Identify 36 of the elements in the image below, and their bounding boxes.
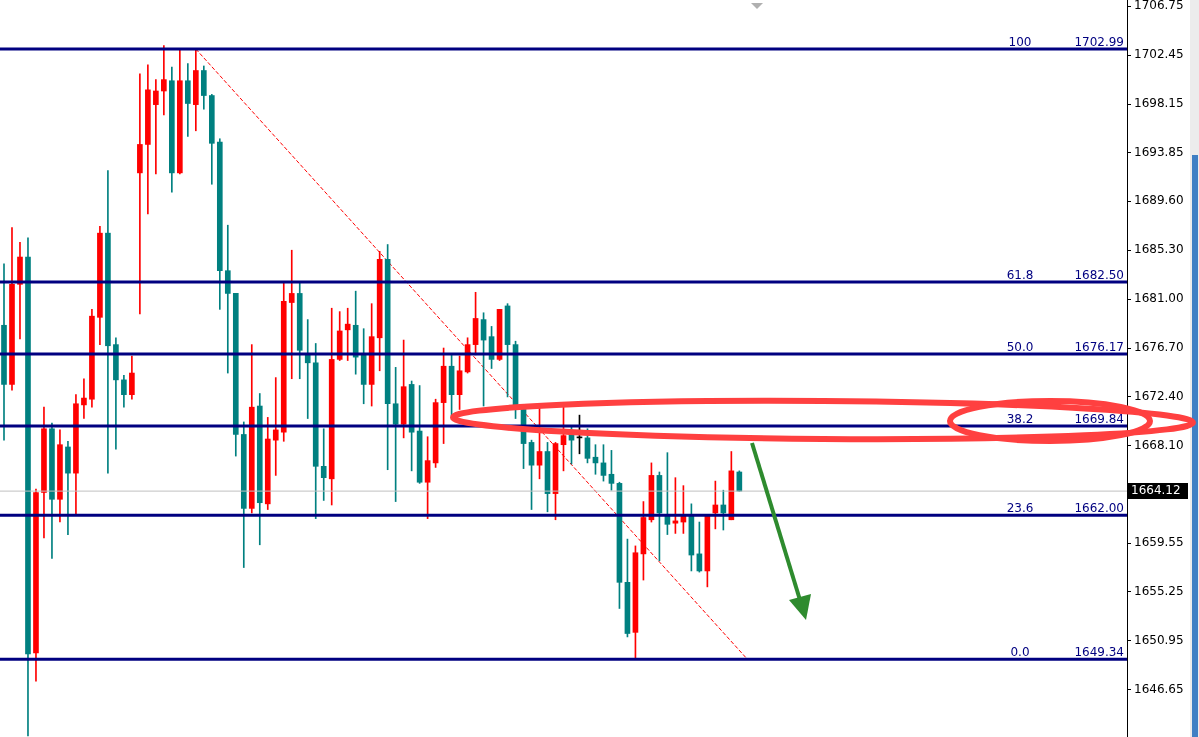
y-tick-label: 1655.25 [1134, 584, 1184, 599]
candlestick [224, 224, 231, 374]
y-tick-label: 1650.95 [1134, 633, 1184, 648]
ref-line-label: 1682.50 [1074, 268, 1124, 283]
y-tick-label: 1706.75 [1134, 0, 1184, 13]
ref-line-label: 1664.12 [1131, 483, 1181, 498]
ref-line-label: 1662.00 [1074, 501, 1124, 516]
ref-line-label: 1649.34 [1074, 645, 1124, 660]
y-tick-label: 1685.30 [1134, 242, 1184, 257]
candlestick [153, 79, 159, 175]
candlestick [288, 249, 295, 380]
candlestick [320, 428, 327, 501]
candlestick [137, 73, 143, 315]
y-tick-label: 1702.45 [1134, 47, 1184, 62]
annotation: 61.8 [1006, 268, 1034, 283]
annotation: 0.0 [1010, 645, 1030, 660]
annotation: 50.0 [1006, 340, 1034, 355]
y-tick-label: 1689.60 [1134, 193, 1184, 208]
ref-line-label: 1676.17 [1074, 340, 1124, 355]
candlestick [272, 377, 279, 476]
y-tick-label: 1676.70 [1134, 340, 1184, 355]
ref-line-label: 1669.84 [1074, 412, 1124, 427]
y-tick-label: 1681.00 [1134, 291, 1184, 306]
y-tick-label: 1646.65 [1134, 681, 1184, 696]
y-tick-label: 1659.55 [1134, 535, 1184, 550]
ref-line-label: 1702.99 [1074, 35, 1124, 50]
annotation: 23.6 [1006, 501, 1034, 516]
y-tick-label: 1693.85 [1134, 145, 1184, 160]
candlestick [344, 307, 351, 361]
annotation: 38.2 [1006, 412, 1034, 427]
candlestick [161, 45, 167, 116]
y-tick-label: 1698.15 [1134, 96, 1184, 111]
candlestick [81, 378, 87, 419]
y-tick-label: 1668.10 [1134, 437, 1184, 452]
annotation: 100 [1008, 35, 1032, 50]
y-tick-label: 1672.40 [1134, 389, 1184, 404]
